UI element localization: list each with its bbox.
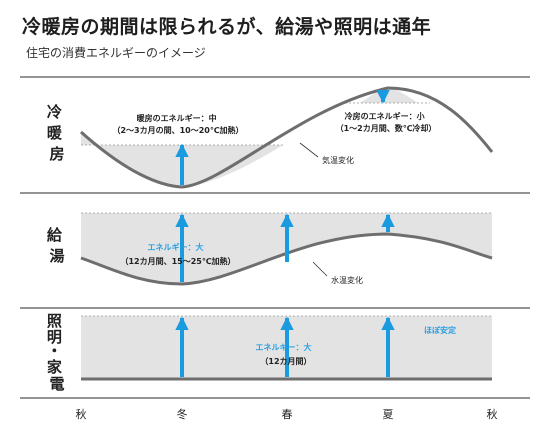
row-label-lighting-appliances: 照 明 ・ 家 電 [47,312,67,393]
lighting-energy-note: エネルギー：大 （12カ月間） [255,335,316,366]
season-label-autumn-start: 秋 [76,407,87,421]
air-temperature-curve [80,86,494,189]
air-temperature-label: 気温変化 [322,155,354,165]
season-label-spring: 春 [282,408,293,421]
heating-energy-note: 暖房のエネルギー：中 （2〜3カ月の間、10〜20℃加熱） [112,113,243,135]
water-temperature-label: 水温変化 [331,275,363,285]
hot-water-energy-note: エネルギー：大 （12カ月間、15〜25℃加熱） [120,235,235,266]
page-subtitle: 住宅の消費エネルギーのイメージ [26,46,206,60]
cooling-energy-note: 冷房のエネルギー：小 （1〜2カ月間、数℃冷却） [336,111,437,133]
stable-label: ほぼ安定 [424,325,456,335]
row-label-hot-water: 給 湯 [47,226,67,265]
page-title: 冷暖房の期間は限られるが、給湯や照明は通年 [22,16,432,38]
season-label-autumn-end: 秋 [487,407,498,421]
water-temperature-curve [80,232,493,286]
season-label-winter: 冬 [177,407,188,421]
air-temperature-leader [299,142,319,158]
row-label-heating-cooling: 冷 暖 房 [47,103,67,163]
season-label-summer: 夏 [383,408,394,421]
water-temperature-leader [312,261,328,277]
